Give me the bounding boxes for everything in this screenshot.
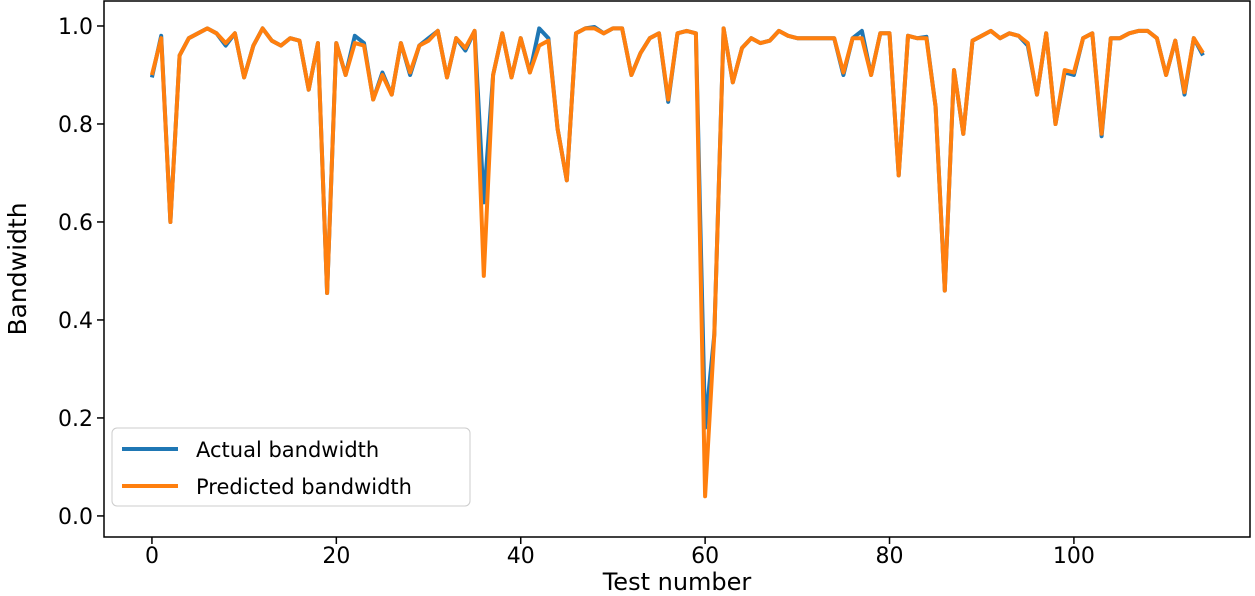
legend-label-predicted: Predicted bandwidth [196,475,412,499]
y-axis: 0.0 0.2 0.4 0.6 0.8 1.0 [58,15,104,530]
series-line-predicted [149,26,1205,499]
axes-frame [103,0,1251,538]
y-tick-label: 0.4 [58,309,93,334]
x-tick-label: 60 [691,544,719,569]
series-layer [149,25,1205,499]
x-tick-label: 20 [322,544,350,569]
y-tick-label: 0.0 [58,505,93,530]
legend-label-actual: Actual bandwidth [196,438,379,462]
x-tick-label: 80 [876,544,904,569]
legend-frame [111,427,471,507]
x-tick-label: 0 [145,544,159,569]
x-axis: 0 20 40 60 80 100 [145,537,1095,569]
y-tick-label: 1.0 [58,15,93,40]
legend: Actual bandwidth Predicted bandwidth [111,427,471,507]
x-tick-label: 40 [507,544,535,569]
x-tick-label: 100 [1053,544,1095,569]
y-tick-label: 0.2 [58,407,93,432]
y-tick-label: 0.8 [58,113,93,138]
y-axis-label: Bandwidth [3,202,32,335]
y-tick-label: 0.6 [58,211,93,236]
x-axis-label: Test number [602,568,752,592]
